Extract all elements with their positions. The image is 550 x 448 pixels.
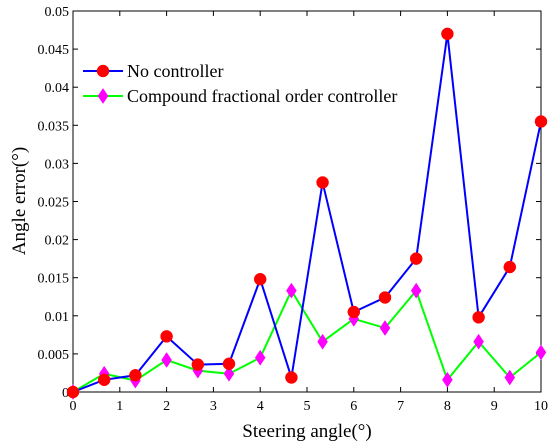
data-point: [66, 385, 80, 399]
data-point: [223, 365, 235, 382]
data-point: [379, 320, 391, 336]
data-point: [285, 371, 298, 384]
x-tick-label: 2: [163, 399, 170, 414]
series-layer: [66, 27, 548, 400]
legend: No controller Compound fractional order c…: [83, 61, 397, 106]
x-tick-label: 5: [304, 399, 311, 414]
y-tick-label: 0.01: [45, 310, 70, 325]
y-tick-label: 0.04: [45, 81, 70, 96]
data-point: [441, 27, 454, 41]
y-tick-label: 0.015: [38, 272, 70, 287]
x-tick-label: 9: [491, 399, 498, 414]
data-point: [286, 282, 297, 299]
series-1: [66, 27, 548, 399]
legend-marker: [97, 88, 109, 104]
y-axis-ticks: 0 0.005 0.01 0.015 0.02 0.025 0.03 0.035 0.04 0.0…: [38, 5, 541, 401]
y-tick-label: 0.025: [38, 196, 70, 211]
data-point: [473, 333, 484, 350]
legend-label: No controller: [127, 61, 223, 81]
x-tick-label: 4: [257, 399, 264, 414]
data-point: [347, 305, 361, 319]
x-tick-label: 0: [70, 399, 77, 414]
x-tick-label: 7: [397, 399, 404, 414]
data-point: [129, 368, 142, 382]
y-tick-label: 0.045: [38, 43, 70, 58]
data-point: [472, 311, 485, 324]
data-point: [161, 352, 172, 368]
legend-marker: [96, 64, 110, 78]
data-point: [97, 373, 111, 387]
x-tick-label: 8: [444, 399, 451, 414]
data-point: [254, 349, 266, 366]
data-point: [504, 369, 516, 386]
data-point: [160, 330, 173, 343]
x-tick-label: 10: [534, 399, 548, 414]
data-point: [316, 176, 329, 189]
data-point: [191, 358, 205, 371]
data-point: [317, 333, 328, 350]
data-point: [534, 115, 548, 128]
x-tick-label: 3: [210, 399, 217, 414]
y-tick-label: 0: [62, 386, 69, 401]
y-tick-label: 0.05: [45, 5, 70, 20]
data-point: [410, 282, 422, 299]
x-axis-label: Steering angle(°): [242, 421, 371, 442]
y-tick-label: 0.035: [38, 119, 70, 134]
series-line: [72, 289, 542, 393]
x-axis-ticks: 0 1 2 3 4 5 6 7 8 9 10: [70, 11, 548, 414]
data-point: [503, 260, 517, 274]
data-point: [378, 291, 392, 304]
y-tick-label: 0.03: [45, 157, 70, 172]
series-line: [72, 32, 542, 393]
plot-area: [72, 10, 542, 393]
data-point: [409, 252, 423, 265]
data-point: [253, 272, 267, 286]
data-point: [222, 357, 236, 371]
data-point: [535, 344, 547, 361]
x-tick-label: 1: [116, 399, 123, 414]
y-tick-label: 0.005: [38, 348, 70, 363]
data-point: [442, 371, 453, 388]
x-tick-label: 6: [350, 399, 357, 414]
y-axis-label: Angle error(°): [9, 147, 30, 255]
legend-label: Compound fractional order controller: [127, 86, 397, 106]
y-tick-label: 0.02: [45, 234, 70, 249]
